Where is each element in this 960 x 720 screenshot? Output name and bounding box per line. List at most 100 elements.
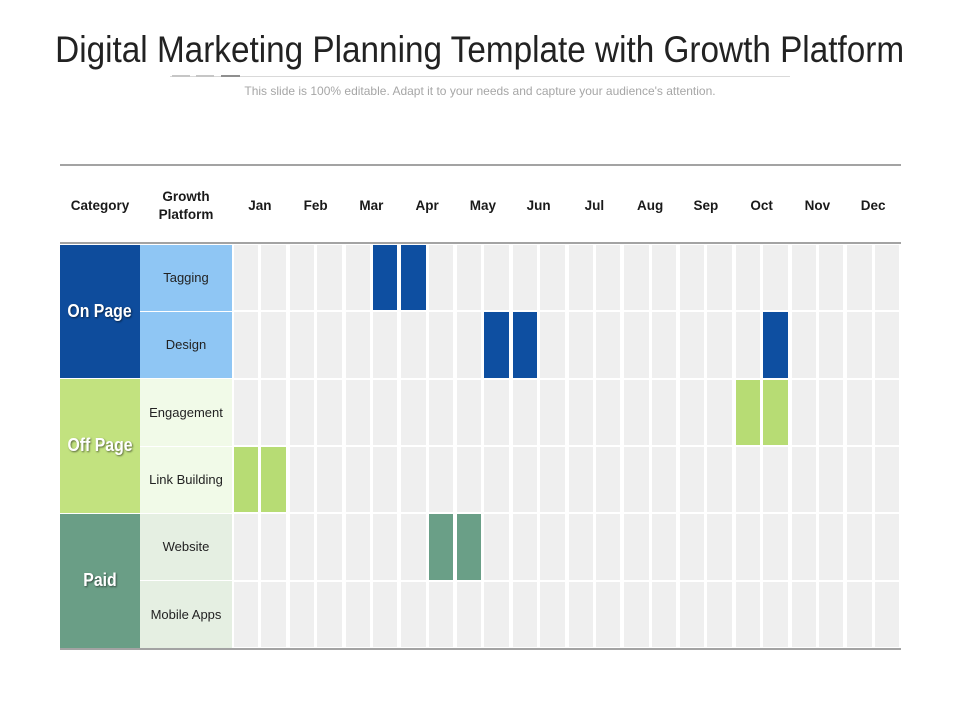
timeline-cell	[791, 581, 816, 647]
platform-label: Link Building	[149, 472, 223, 488]
month-header-sep: Sep	[693, 197, 719, 213]
timeline-cell	[345, 514, 370, 580]
timeline-cell	[234, 245, 259, 311]
month-header-jan: Jan	[248, 197, 272, 213]
timeline-cell	[818, 245, 844, 311]
timeline-cell	[484, 581, 509, 647]
timeline-cell	[568, 581, 593, 647]
category-cell-paid: Paid	[60, 513, 140, 648]
category-label: Off Page	[67, 435, 133, 456]
timeline-cell	[707, 447, 732, 513]
timeline-bar	[261, 447, 286, 513]
timeline-cell	[345, 312, 370, 378]
header-category: Category	[60, 166, 140, 242]
timeline-bar	[484, 312, 509, 378]
slide-title: Digital Marketing Planning Template with…	[0, 29, 960, 71]
timeline-cell	[372, 379, 398, 445]
timeline-cell	[624, 245, 649, 311]
timeline-cell	[707, 245, 732, 311]
timeline-cell	[484, 514, 509, 580]
timeline-cell	[372, 514, 398, 580]
category-cell-on-page: On Page	[60, 244, 140, 379]
platform-label: Engagement	[149, 404, 223, 420]
timeline-cell	[261, 245, 286, 311]
category-label: Paid	[83, 570, 117, 591]
slide-subtitle: This slide is 100% editable. Adapt it to…	[244, 84, 716, 98]
table-header-rule	[60, 242, 901, 244]
platform-label: Website	[162, 539, 210, 555]
timeline-cell	[680, 379, 705, 445]
timeline-cell	[735, 581, 761, 647]
timeline-cell	[457, 581, 482, 647]
timeline-cell	[401, 581, 426, 647]
timeline-cell	[317, 581, 342, 647]
platform-cell-mobile-apps: Mobile Apps	[140, 581, 232, 648]
timeline-cell	[847, 581, 872, 647]
timeline-cell	[874, 447, 899, 513]
timeline-cell	[847, 245, 872, 311]
timeline-cell	[568, 379, 593, 445]
timeline-cell	[568, 245, 593, 311]
timeline-cell	[428, 379, 453, 445]
timeline-cell	[651, 245, 676, 311]
title-underline-dash	[172, 75, 190, 77]
timeline-cell	[707, 514, 732, 580]
timeline-cell	[261, 379, 286, 445]
timeline-cell	[651, 312, 676, 378]
timeline-cell	[234, 312, 259, 378]
timeline-cell	[624, 514, 649, 580]
timeline-cell	[540, 245, 565, 311]
timeline-cell	[317, 245, 342, 311]
timeline-cell	[624, 581, 649, 647]
timeline-cell	[874, 581, 899, 647]
timeline-cell	[818, 514, 844, 580]
timeline-cell	[372, 312, 398, 378]
timeline-bar	[372, 245, 398, 311]
timeline-cell	[289, 514, 315, 580]
timeline-cell	[680, 514, 705, 580]
timeline-cell	[317, 514, 342, 580]
timeline-cell	[763, 581, 788, 647]
timeline-cell	[680, 581, 705, 647]
timeline-bar	[763, 312, 788, 378]
timeline-cell	[874, 514, 899, 580]
table-header: Category Growth Platform Jan Feb Mar Apr…	[60, 166, 901, 242]
timeline-cell	[512, 379, 538, 445]
month-header-feb: Feb	[303, 197, 328, 213]
timeline-cell	[735, 312, 761, 378]
timeline-cell	[401, 447, 426, 513]
table-top-rule	[60, 164, 901, 166]
timeline-cell	[401, 312, 426, 378]
table-body: On Page Off Page Paid Tagging Design Eng…	[60, 244, 901, 648]
timeline-cell	[680, 447, 705, 513]
timeline-cell	[763, 514, 788, 580]
month-header-oct: Oct	[750, 197, 773, 213]
timeline-cell	[289, 312, 315, 378]
timeline-cell	[763, 245, 788, 311]
timeline-cell	[707, 379, 732, 445]
timeline-cell	[317, 447, 342, 513]
timeline-cell	[735, 514, 761, 580]
month-header-jun: Jun	[526, 197, 551, 213]
timeline-cell	[234, 379, 259, 445]
timeline-cell	[651, 379, 676, 445]
timeline-cell	[512, 514, 538, 580]
timeline-cell	[345, 379, 370, 445]
timeline-cell	[401, 379, 426, 445]
timeline-cell	[595, 312, 621, 378]
slide-title-text: Digital Marketing Planning Template with…	[55, 29, 905, 70]
timeline-cell	[428, 312, 453, 378]
timeline-cell	[791, 447, 816, 513]
timeline-cell	[651, 514, 676, 580]
timeline-cell	[512, 581, 538, 647]
timeline-cell	[345, 245, 370, 311]
platform-cell-tagging: Tagging	[140, 244, 232, 311]
category-cell-off-page: Off Page	[60, 379, 140, 513]
timeline-cell	[735, 245, 761, 311]
timeline-cell	[289, 245, 315, 311]
timeline-cell	[791, 514, 816, 580]
timeline-cell	[512, 245, 538, 311]
timeline-cell	[540, 581, 565, 647]
timeline-cell	[847, 312, 872, 378]
